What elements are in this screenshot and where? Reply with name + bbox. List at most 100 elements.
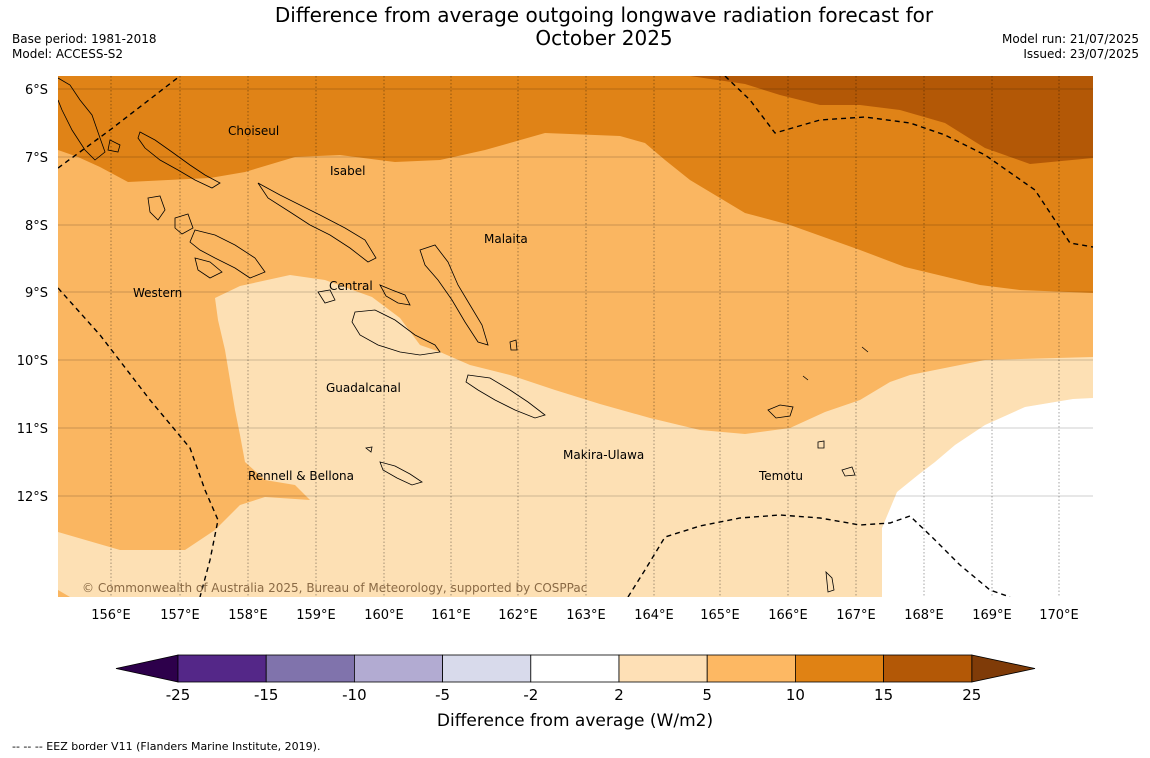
colorbar-label: Difference from average (W/m2) bbox=[437, 711, 713, 731]
meta-left: Base period: 1981-2018 Model: ACCESS-S2 bbox=[12, 32, 157, 62]
province-temotu: Temotu bbox=[758, 469, 803, 483]
eez-border-north bbox=[58, 76, 181, 169]
eez-footnote: -- -- -- EEZ border V11 (Flanders Marine… bbox=[12, 740, 321, 753]
lon-label: 160°E bbox=[364, 608, 404, 623]
province-malaita: Malaita bbox=[484, 232, 528, 246]
lon-label: 169°E bbox=[972, 608, 1012, 623]
province-makira-ulawa: Makira-Ulawa bbox=[563, 448, 644, 462]
island-bellona bbox=[365, 446, 373, 453]
eez-borders bbox=[58, 76, 1093, 597]
colorbar-tick-label: 25 bbox=[962, 686, 981, 704]
island-vanikoro bbox=[841, 466, 856, 477]
lon-label: 158°E bbox=[228, 608, 268, 623]
issued-text: Issued: 23/07/2025 bbox=[1023, 47, 1139, 61]
lon-label: 164°E bbox=[634, 608, 674, 623]
colorbar-tick-label: -2 bbox=[523, 686, 538, 704]
colorbar-segment bbox=[177, 654, 267, 683]
map-area: Choiseul Isabel Malaita Western Central … bbox=[58, 76, 1093, 597]
colorbar-segment bbox=[883, 654, 973, 683]
island-duff bbox=[802, 375, 809, 381]
lat-label: 10°S bbox=[17, 354, 48, 369]
region-neutral bbox=[882, 398, 1093, 597]
colorbar-tick-label: 5 bbox=[702, 686, 712, 704]
island-rendova bbox=[194, 257, 223, 279]
lat-label: 7°S bbox=[25, 151, 48, 166]
island-guadalcanal bbox=[351, 309, 441, 356]
lon-label: 170°E bbox=[1039, 608, 1079, 623]
model-run-text: Model run: 21/07/2025 bbox=[1001, 32, 1139, 46]
lon-label: 157°E bbox=[160, 608, 200, 623]
colorbar-tick-label: -15 bbox=[254, 686, 279, 704]
lat-label: 11°S bbox=[17, 422, 48, 437]
lon-label: 156°E bbox=[91, 608, 131, 623]
lat-axis-labels: 6°S 7°S 8°S 9°S 10°S 11°S 12°S bbox=[17, 83, 48, 505]
island-isabel bbox=[257, 182, 377, 263]
colorbar-segment bbox=[530, 654, 620, 683]
copyright-text: © Commonwealth of Australia 2025, Bureau… bbox=[82, 581, 587, 595]
island-kolombangara bbox=[174, 213, 194, 235]
colorbar-tick-label: -5 bbox=[435, 686, 450, 704]
colorbar-segment bbox=[265, 654, 355, 683]
island-new-georgia bbox=[189, 229, 266, 279]
colorbar-segment bbox=[706, 654, 796, 683]
eez-border-south bbox=[627, 514, 1011, 597]
region-10-15 bbox=[58, 76, 1093, 293]
map-and-colorbar: Choiseul Isabel Malaita Western Central … bbox=[17, 76, 1093, 731]
lon-axis-labels: 156°E 157°E 158°E 159°E 160°E 161°E 162°E 163°E… bbox=[91, 608, 1079, 623]
province-labels: Choiseul Isabel Malaita Western Central … bbox=[133, 124, 803, 483]
meta-right: Model run: 21/07/2025 Issued: 23/07/2025 bbox=[1002, 32, 1139, 62]
lon-label: 167°E bbox=[836, 608, 876, 623]
chart-title: Difference from average outgoing longwav… bbox=[200, 4, 1008, 50]
lat-gridlines bbox=[58, 88, 1093, 497]
lon-gridlines bbox=[110, 76, 1060, 597]
lat-label: 12°S bbox=[17, 490, 48, 505]
island-ulawa bbox=[509, 339, 518, 351]
model-text: Model: ACCESS-S2 bbox=[12, 47, 124, 61]
island-utupua bbox=[817, 440, 825, 449]
eez-border-west bbox=[58, 287, 219, 597]
island-choiseul bbox=[137, 131, 221, 189]
lat-label: 9°S bbox=[25, 286, 48, 301]
island-reef bbox=[861, 346, 869, 353]
island-vella bbox=[147, 195, 166, 221]
colorbar-under-arrow bbox=[115, 654, 179, 683]
colorbar-segment bbox=[795, 654, 885, 683]
colorbar: -25 -15 -10 -5 -2 2 5 10 15 25 bbox=[115, 654, 1036, 704]
island-tikopia bbox=[825, 570, 835, 593]
colorbar-tick-label: 15 bbox=[874, 686, 893, 704]
island-rennell bbox=[379, 461, 423, 486]
lon-label: 166°E bbox=[768, 608, 808, 623]
lon-label: 165°E bbox=[700, 608, 740, 623]
base-period-text: Base period: 1981-2018 bbox=[12, 32, 157, 46]
colorbar-segment bbox=[442, 654, 532, 683]
province-central: Central bbox=[329, 279, 373, 293]
province-rennell-bellona: Rennell & Bellona bbox=[248, 469, 354, 483]
lon-label: 161°E bbox=[431, 608, 471, 623]
island-russell bbox=[317, 289, 336, 304]
colorbar-tick-label: 2 bbox=[614, 686, 624, 704]
island-bougainville bbox=[58, 77, 106, 161]
lon-label: 168°E bbox=[904, 608, 944, 623]
colorbar-tick-label: -25 bbox=[166, 686, 191, 704]
island-florida bbox=[379, 284, 411, 306]
province-guadalcanal: Guadalcanal bbox=[326, 381, 401, 395]
province-isabel: Isabel bbox=[330, 164, 365, 178]
colorbar-segment bbox=[618, 654, 708, 683]
island-makira bbox=[465, 374, 546, 419]
province-choiseul: Choiseul bbox=[228, 124, 279, 138]
lon-label: 163°E bbox=[566, 608, 606, 623]
island-malaita bbox=[419, 244, 489, 346]
island-santa-cruz bbox=[767, 404, 794, 419]
island-shortland bbox=[107, 139, 121, 153]
islands bbox=[58, 77, 869, 593]
lon-label: 159°E bbox=[296, 608, 336, 623]
lat-label: 6°S bbox=[25, 83, 48, 98]
colorbar-tick-label: 10 bbox=[786, 686, 805, 704]
colorbar-over-arrow bbox=[971, 654, 1036, 683]
colorbar-segment bbox=[353, 654, 443, 683]
lon-label: 162°E bbox=[498, 608, 538, 623]
province-western: Western bbox=[133, 286, 182, 300]
lat-label: 8°S bbox=[25, 219, 48, 234]
title-line-1: Difference from average outgoing longwav… bbox=[274, 3, 934, 27]
colorbar-tick-label: -10 bbox=[342, 686, 367, 704]
